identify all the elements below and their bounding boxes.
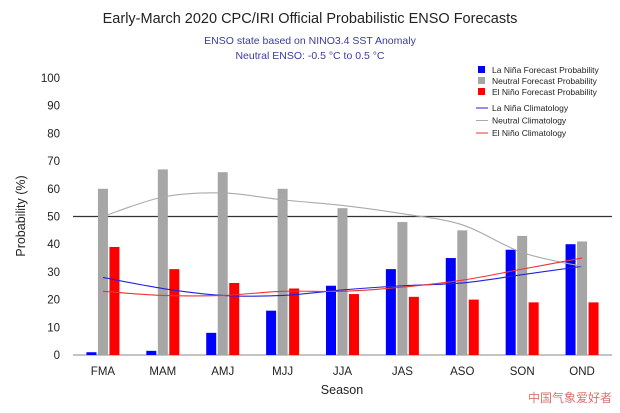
bar-series-group bbox=[86, 169, 599, 355]
legend-label-el-nino-climatology: El Niño Climatology bbox=[492, 128, 567, 138]
legend-label-el-nino-forecast-probability: El Niño Forecast Probability bbox=[492, 87, 598, 97]
legend-swatch-neutral-forecast-probability bbox=[478, 77, 485, 84]
x-axis-ticks: FMA MAM AMJ MJJ JJA JAS ASO SON OND bbox=[91, 366, 595, 378]
bar-la-nina-forecast-probability-jja bbox=[326, 285, 336, 355]
y-tick-label: 10 bbox=[47, 322, 60, 334]
watermark: 中国气象爱好者 bbox=[528, 390, 612, 405]
bar-el-nino-forecast-probability-fma bbox=[109, 246, 120, 355]
climatology-lines-group bbox=[102, 192, 583, 297]
y-tick-label: 30 bbox=[47, 267, 60, 279]
bar-la-nina-forecast-probability-amj bbox=[206, 332, 217, 355]
bar-neutral-forecast-probability-mjj bbox=[277, 188, 288, 355]
line-la-nina-climatology bbox=[102, 265, 583, 297]
bar-neutral-forecast-probability-aso bbox=[457, 230, 468, 355]
bar-neutral-forecast-probability-jja bbox=[337, 208, 348, 355]
y-tick-label: 40 bbox=[47, 239, 60, 251]
y-tick-label: 70 bbox=[47, 156, 60, 168]
y-tick-label: 100 bbox=[41, 73, 60, 85]
bar-el-nino-forecast-probability-jas bbox=[408, 296, 419, 355]
bar-neutral-forecast-probability-amj bbox=[217, 172, 228, 355]
y-tick-label: 80 bbox=[47, 128, 60, 140]
y-tick-label: 50 bbox=[47, 212, 60, 224]
x-tick-label: JJA bbox=[333, 366, 353, 378]
bar-el-nino-forecast-probability-mjj bbox=[289, 288, 300, 355]
bar-el-nino-forecast-probability-amj bbox=[229, 282, 240, 355]
line-el-nino-climatology bbox=[102, 257, 583, 297]
bar-la-nina-forecast-probability-mam bbox=[146, 350, 157, 355]
bar-neutral-forecast-probability-son bbox=[517, 235, 528, 355]
legend-label-la-nina-forecast-probability: La Niña Forecast Probability bbox=[492, 65, 600, 75]
x-tick-label: MJJ bbox=[272, 366, 293, 378]
legend-swatch-la-nina-forecast-probability bbox=[478, 66, 485, 73]
x-axis-label: Season bbox=[321, 383, 363, 397]
bar-el-nino-forecast-probability-son bbox=[528, 302, 539, 355]
legend-label-neutral-forecast-probability: Neutral Forecast Probability bbox=[492, 76, 598, 86]
bar-el-nino-forecast-probability-aso bbox=[468, 299, 479, 355]
bar-neutral-forecast-probability-jas bbox=[397, 222, 408, 355]
legend-label-la-nina-climatology: La Niña Climatology bbox=[492, 103, 569, 113]
y-tick-label: 20 bbox=[47, 295, 60, 307]
y-axis-label: Probability (%) bbox=[14, 175, 28, 256]
chart-subtitle-line-1: ENSO state based on NINO3.4 SST Anomaly bbox=[204, 35, 416, 47]
bar-neutral-forecast-probability-fma bbox=[97, 188, 108, 355]
legend-swatch-el-nino-forecast-probability bbox=[478, 88, 485, 95]
x-tick-label: AMJ bbox=[211, 366, 234, 378]
line-neutral-climatology bbox=[102, 192, 583, 267]
chart-subtitle-line-2: Neutral ENSO: -0.5 °C to 0.5 °C bbox=[235, 50, 384, 62]
y-tick-label: 0 bbox=[54, 350, 60, 362]
x-tick-label: JAS bbox=[392, 366, 413, 378]
bar-neutral-forecast-probability-mam bbox=[157, 169, 168, 355]
bar-neutral-forecast-probability-ond bbox=[577, 241, 588, 355]
x-tick-label: MAM bbox=[149, 366, 176, 378]
bar-el-nino-forecast-probability-ond bbox=[588, 302, 599, 355]
y-tick-label: 60 bbox=[47, 184, 60, 196]
bar-la-nina-forecast-probability-aso bbox=[445, 258, 456, 355]
bar-el-nino-forecast-probability-jja bbox=[349, 294, 359, 355]
bar-la-nina-forecast-probability-ond bbox=[565, 244, 576, 355]
bar-la-nina-forecast-probability-mjj bbox=[266, 310, 277, 355]
bar-la-nina-forecast-probability-jas bbox=[385, 269, 396, 355]
x-tick-label: FMA bbox=[91, 366, 116, 378]
y-axis-ticks: 0 10 20 30 40 50 60 70 80 90 100 bbox=[41, 73, 60, 362]
chart-title: Early-March 2020 CPC/IRI Official Probab… bbox=[103, 11, 518, 27]
bar-la-nina-forecast-probability-fma bbox=[86, 352, 97, 355]
x-tick-label: OND bbox=[569, 366, 595, 378]
bar-la-nina-forecast-probability-son bbox=[505, 249, 516, 355]
bar-el-nino-forecast-probability-mam bbox=[169, 269, 180, 355]
x-tick-label: ASO bbox=[450, 366, 474, 378]
legend-label-neutral-climatology: Neutral Climatology bbox=[492, 116, 567, 126]
y-tick-label: 90 bbox=[47, 101, 60, 113]
x-tick-label: SON bbox=[510, 366, 535, 378]
